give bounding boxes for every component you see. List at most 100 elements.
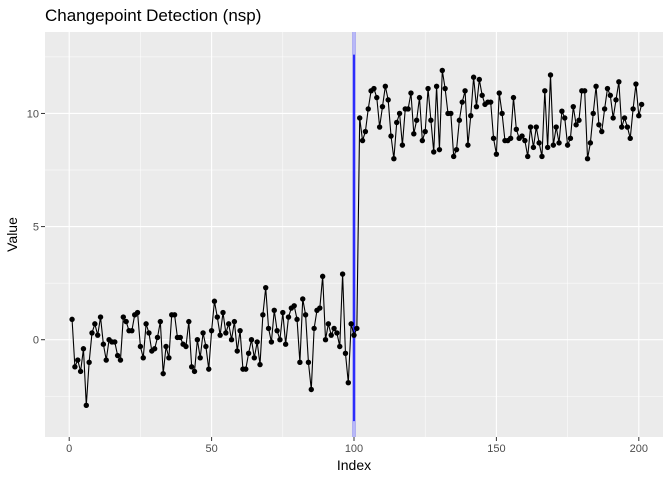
data-point	[567, 135, 574, 142]
data-point	[573, 122, 579, 128]
data-point	[416, 94, 423, 101]
data-point	[436, 146, 443, 153]
data-point	[291, 303, 297, 309]
data-point	[317, 305, 323, 311]
data-point	[510, 94, 517, 101]
data-point	[237, 327, 243, 334]
data-point	[100, 341, 107, 347]
data-point	[166, 355, 172, 361]
data-point	[428, 117, 434, 123]
data-point	[268, 339, 275, 345]
data-point	[544, 144, 551, 151]
y-axis-title: Value	[4, 217, 20, 252]
data-point	[638, 101, 645, 108]
data-point	[257, 361, 263, 368]
data-point	[157, 318, 164, 325]
y-tick-label: 0	[33, 335, 39, 347]
data-point	[570, 103, 576, 110]
data-point	[542, 88, 548, 94]
data-point	[345, 380, 351, 386]
data-point	[254, 339, 260, 345]
data-point	[302, 312, 309, 318]
data-point	[348, 321, 354, 327]
data-point	[97, 314, 104, 320]
x-tick-label: 150	[487, 443, 505, 455]
data-point	[137, 343, 144, 350]
data-point	[171, 312, 178, 318]
data-point	[277, 337, 283, 343]
data-point	[231, 318, 238, 325]
data-point	[396, 110, 403, 117]
data-point	[636, 113, 642, 119]
data-point	[562, 115, 568, 121]
data-point	[619, 124, 625, 130]
data-point	[459, 99, 465, 105]
data-point	[75, 357, 81, 363]
data-point	[376, 124, 383, 130]
data-point	[200, 330, 206, 336]
data-point	[419, 137, 426, 144]
data-point	[129, 327, 135, 334]
data-point	[547, 72, 554, 78]
data-point	[271, 307, 277, 313]
data-point	[143, 321, 149, 327]
data-point	[334, 330, 340, 336]
data-point	[630, 106, 636, 112]
data-point	[442, 85, 448, 92]
data-point	[553, 124, 559, 130]
data-point	[354, 325, 360, 332]
data-point	[311, 325, 317, 332]
data-point	[186, 318, 192, 325]
x-axis: 0 50 100 150 200	[66, 437, 648, 455]
data-point	[263, 284, 269, 291]
data-point	[280, 309, 286, 316]
data-point	[197, 355, 203, 361]
data-point	[587, 140, 594, 146]
data-point	[117, 357, 124, 363]
data-point	[405, 106, 411, 112]
data-point	[610, 115, 616, 121]
data-point	[208, 327, 215, 334]
data-point	[228, 337, 235, 343]
data-point	[433, 83, 440, 90]
data-point	[69, 316, 75, 323]
data-point	[86, 359, 92, 366]
data-point	[351, 332, 357, 338]
data-point	[342, 350, 349, 356]
data-point	[140, 355, 146, 361]
y-tick-label: 10	[27, 108, 39, 120]
data-point	[357, 115, 363, 121]
data-point	[123, 318, 129, 325]
data-point	[473, 103, 480, 110]
data-point	[584, 156, 591, 162]
data-point	[616, 79, 622, 85]
data-point	[206, 366, 212, 372]
data-point	[274, 327, 280, 334]
data-point	[248, 337, 255, 343]
data-point	[319, 273, 326, 280]
data-point	[413, 117, 420, 123]
data-point	[379, 103, 386, 110]
data-point	[191, 368, 198, 375]
data-point	[285, 314, 292, 320]
data-point	[411, 131, 417, 137]
data-point	[146, 330, 152, 336]
y-axis: 0 5 10	[27, 108, 45, 347]
data-point	[322, 337, 329, 343]
data-point	[177, 334, 183, 341]
data-point	[596, 122, 602, 128]
data-point	[120, 314, 127, 320]
data-point	[94, 332, 101, 338]
data-point	[80, 346, 87, 352]
data-point	[265, 325, 272, 332]
data-point	[183, 343, 189, 350]
x-tick-label: 200	[630, 443, 648, 455]
data-point	[439, 67, 445, 74]
data-point	[408, 90, 414, 96]
data-point	[470, 74, 477, 80]
data-point	[294, 316, 300, 323]
data-point	[465, 142, 471, 148]
data-point	[450, 153, 457, 160]
data-point	[613, 97, 619, 103]
